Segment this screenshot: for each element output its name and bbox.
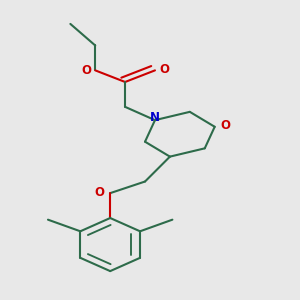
Text: O: O <box>159 63 169 76</box>
Text: O: O <box>81 64 91 77</box>
Text: O: O <box>220 118 231 132</box>
Text: N: N <box>150 111 160 124</box>
Text: O: O <box>94 186 104 199</box>
